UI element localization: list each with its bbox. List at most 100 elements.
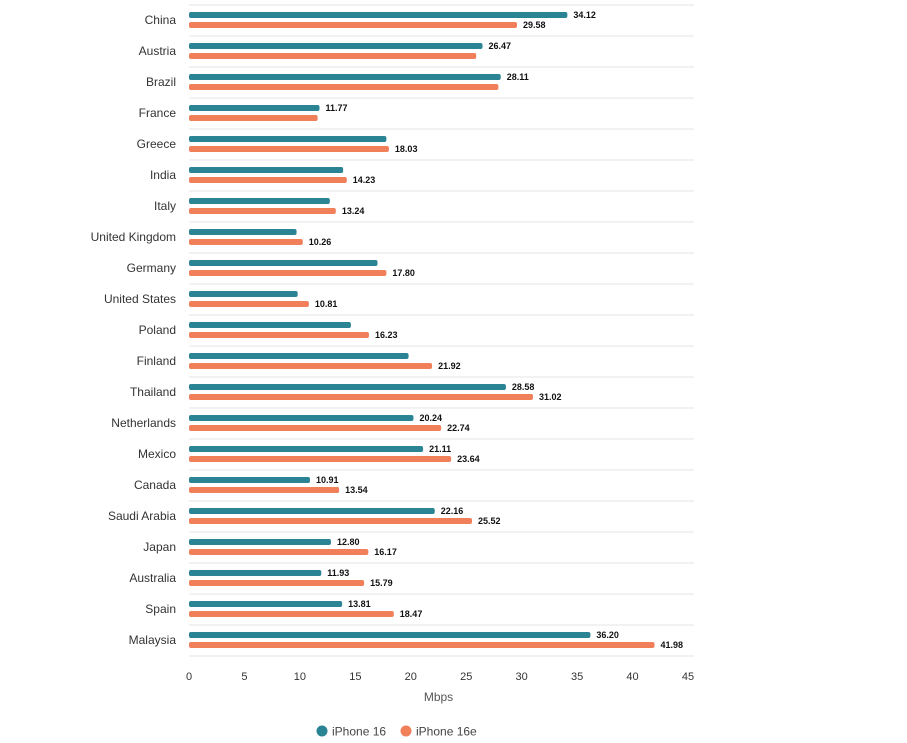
bar-iphone-16e [189,53,477,59]
bar-iphone-16e [189,642,655,648]
bar-iphone-16 [189,353,409,359]
category-label: Germany [127,261,176,275]
category-label: Spain [145,602,176,616]
data-label: 31.02 [539,392,562,402]
category-labels: China Austria Brazil France Greece India Italy… [91,13,177,647]
data-label: 28.58 [512,382,535,392]
bar-iphone-16 [189,632,591,638]
data-label: 15.79 [370,578,393,588]
data-label: 26.47 [489,41,512,51]
bar-iphone-16 [189,136,387,142]
data-label: 41.98 [661,640,684,650]
data-label: 23.64 [457,454,480,464]
bar-iphone-16 [189,74,501,80]
bar-iphone-16 [189,229,297,235]
category-label: Poland [139,323,176,337]
category-label: Thailand [130,385,176,399]
data-label: 21.11 [429,444,451,454]
data-label: 36.20 [596,630,619,640]
bar-iphone-16e [189,115,318,121]
bar-iphone-16 [189,384,506,390]
bar-iphone-16e [189,394,533,400]
category-label: India [150,168,176,182]
data-label: 13.54 [345,485,368,495]
bar-iphone-16e [189,239,303,245]
data-label: 13.24 [342,206,365,216]
data-label: 22.16 [441,506,464,516]
data-label: 25.52 [478,516,501,526]
category-label: United Kingdom [91,230,176,244]
bar-iphone-16e [189,301,309,307]
x-axis-ticks: 0 5 10 15 20 25 30 35 40 45 [186,671,694,683]
bar-iphone-16e [189,456,452,462]
category-label: Canada [134,478,176,492]
category-label: United States [104,292,176,306]
x-tick-label: 45 [682,671,694,683]
category-label: Brazil [146,75,176,89]
category-label: Finland [137,354,176,368]
bar-iphone-16e [189,177,347,183]
category-label: France [139,106,177,120]
bar-iphone-16 [189,12,568,18]
data-label: 10.81 [315,299,338,309]
x-tick-label: 0 [186,671,192,683]
bar-iphone-16 [189,105,320,111]
bar-iphone-16e [189,518,472,524]
bar-iphone-16 [189,198,330,204]
legend-label: iPhone 16e [416,725,477,739]
bar-iphone-16 [189,43,483,49]
bar-iphone-16e [189,22,518,28]
category-label: Malaysia [129,633,177,647]
data-label: 17.80 [392,268,415,278]
category-label: China [145,13,177,27]
data-label: 12.80 [337,537,360,547]
bars [189,12,655,648]
bar-iphone-16e [189,332,369,338]
bar-iphone-16e [189,425,442,431]
data-label: 18.47 [400,609,423,619]
category-label: Japan [143,540,176,554]
legend-marker [400,725,412,737]
bar-iphone-16 [189,260,378,266]
data-label: 22.74 [447,423,470,433]
category-label: Italy [154,199,176,213]
category-label: Austria [139,44,177,58]
x-tick-label: 30 [516,671,528,683]
x-tick-label: 25 [460,671,472,683]
bar-iphone-16 [189,508,435,514]
data-label: 16.23 [375,330,398,340]
data-label: 29.58 [523,20,546,30]
bar-iphone-16 [189,415,414,421]
bar-iphone-16e [189,270,387,276]
data-label: 20.24 [419,413,442,423]
data-label: 10.91 [316,475,339,485]
bar-iphone-16e [189,363,433,369]
data-label: 18.03 [395,144,418,154]
data-label: 10.26 [309,237,332,247]
data-label: 13.81 [348,599,371,609]
data-label: 14.23 [353,175,376,185]
bar-iphone-16e [189,611,394,617]
bar-iphone-16e [189,208,336,214]
category-label: Australia [129,571,176,585]
bar-iphone-16e [189,84,499,90]
bar-iphone-16 [189,477,310,483]
row-separators [189,4,694,657]
x-axis-title: Mbps [424,690,453,704]
legend-label: iPhone 16 [332,725,386,739]
bar-iphone-16 [189,322,351,328]
x-tick-label: 15 [349,671,361,683]
bar-iphone-16 [189,291,298,297]
category-label: Mexico [138,447,176,461]
bar-iphone-16 [189,167,344,173]
bar-iphone-16 [189,446,424,452]
bar-iphone-16e [189,487,340,493]
bar-iphone-16e [189,146,389,152]
x-tick-label: 5 [241,671,247,683]
data-label: 16.17 [374,547,397,557]
legend-marker [316,725,328,737]
data-label: 11.93 [327,568,349,578]
legend: iPhone 16 iPhone 16e [316,725,477,739]
x-tick-label: 40 [626,671,638,683]
data-label: 11.77 [326,103,348,113]
